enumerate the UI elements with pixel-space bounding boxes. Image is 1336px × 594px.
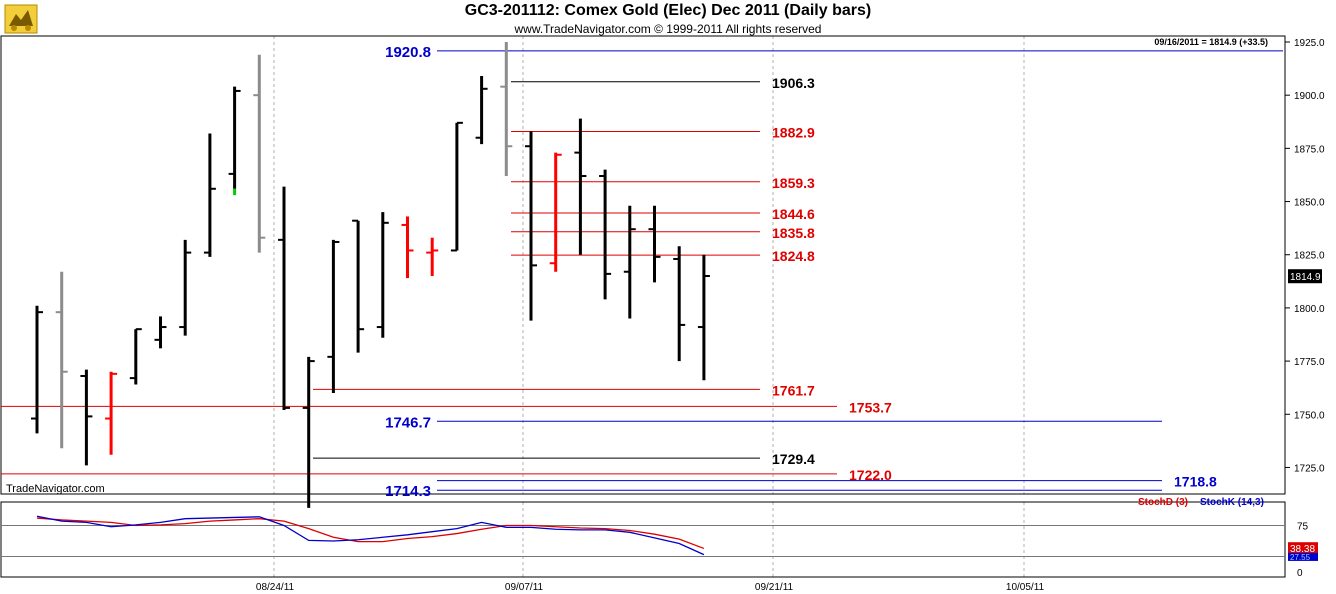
level-label: 1906.3 (772, 75, 815, 91)
x-tick-label: 09/21/11 (755, 582, 794, 593)
level-label: 1920.8 (385, 44, 431, 61)
y-tick-label: 1875.0 (1294, 144, 1325, 155)
stoch-y-tick-label: 0 (1297, 568, 1303, 579)
level-label: 1746.7 (385, 414, 431, 431)
last-price-label: 1814.9 (1290, 272, 1321, 283)
stochk-value-box (1288, 552, 1318, 561)
stochk-value-label: 27.55 (1290, 553, 1311, 562)
x-tick-label: 10/05/11 (1006, 582, 1045, 593)
level-label: 1714.3 (385, 483, 431, 500)
y-tick-label: 1800.0 (1294, 304, 1325, 315)
watermark-text: TradeNavigator.com (6, 483, 105, 495)
y-tick-label: 1925.0 (1294, 38, 1325, 49)
level-label: 1824.8 (772, 248, 815, 264)
level-label: 1859.3 (772, 175, 815, 191)
y-tick-label: 1825.0 (1294, 251, 1325, 262)
chart-title: GC3-201112: Comex Gold (Elec) Dec 2011 (… (464, 2, 872, 19)
grid-lines (273, 36, 1025, 577)
y-tick-label: 1850.0 (1294, 198, 1325, 209)
stochd-value-box (1288, 542, 1318, 555)
last-price-box (1288, 269, 1322, 284)
x-tick-label: 09/07/11 (505, 582, 544, 593)
axes: 08/24/11 09/07/11 09/21/11 10/05/11 1925.0 19… (0, 35, 1325, 593)
level-label: 1729.4 (772, 451, 815, 467)
y-tick-label: 1750.0 (1294, 410, 1325, 421)
stoch-y-tick-label: 75 (1297, 522, 1309, 533)
stoch-panel-frame (0, 501, 1286, 578)
stoch-series-line (36, 517, 705, 550)
legend-stochk: StochK (14,3) (1200, 497, 1264, 508)
level-label: 1844.6 (772, 206, 815, 222)
level-label: 1882.9 (772, 125, 815, 141)
legend-stochd: StochD (3) (1138, 497, 1188, 508)
level-label: 1835.8 (772, 225, 815, 241)
stoch-series-line (36, 515, 705, 556)
level-label: 1722.0 (849, 467, 892, 483)
y-tick-label: 1725.0 (1294, 463, 1325, 474)
level-label: 1753.7 (849, 399, 892, 415)
level-label: 1761.7 (772, 382, 815, 398)
price-levels: 1920.8 1906.3 1882.9 1859.3 1844.6 1835.8 1824… (1, 44, 1283, 500)
info-readout: 09/16/2011 = 1814.9 (+33.5) (1154, 37, 1268, 47)
x-tick-label: 08/24/11 (256, 582, 295, 593)
price-panel-frame (0, 35, 1286, 495)
y-tick-label: 1775.0 (1294, 357, 1325, 368)
y-tick-label: 1900.0 (1294, 91, 1325, 102)
price-bars (31, 42, 710, 508)
stochd-value-label: 38.38 (1290, 544, 1315, 555)
copyright-text: www.TradeNavigator.com © 1999-2011 All r… (514, 22, 822, 36)
tradenavigator-logo-icon (4, 4, 38, 34)
level-label: 1718.8 (1174, 474, 1217, 490)
